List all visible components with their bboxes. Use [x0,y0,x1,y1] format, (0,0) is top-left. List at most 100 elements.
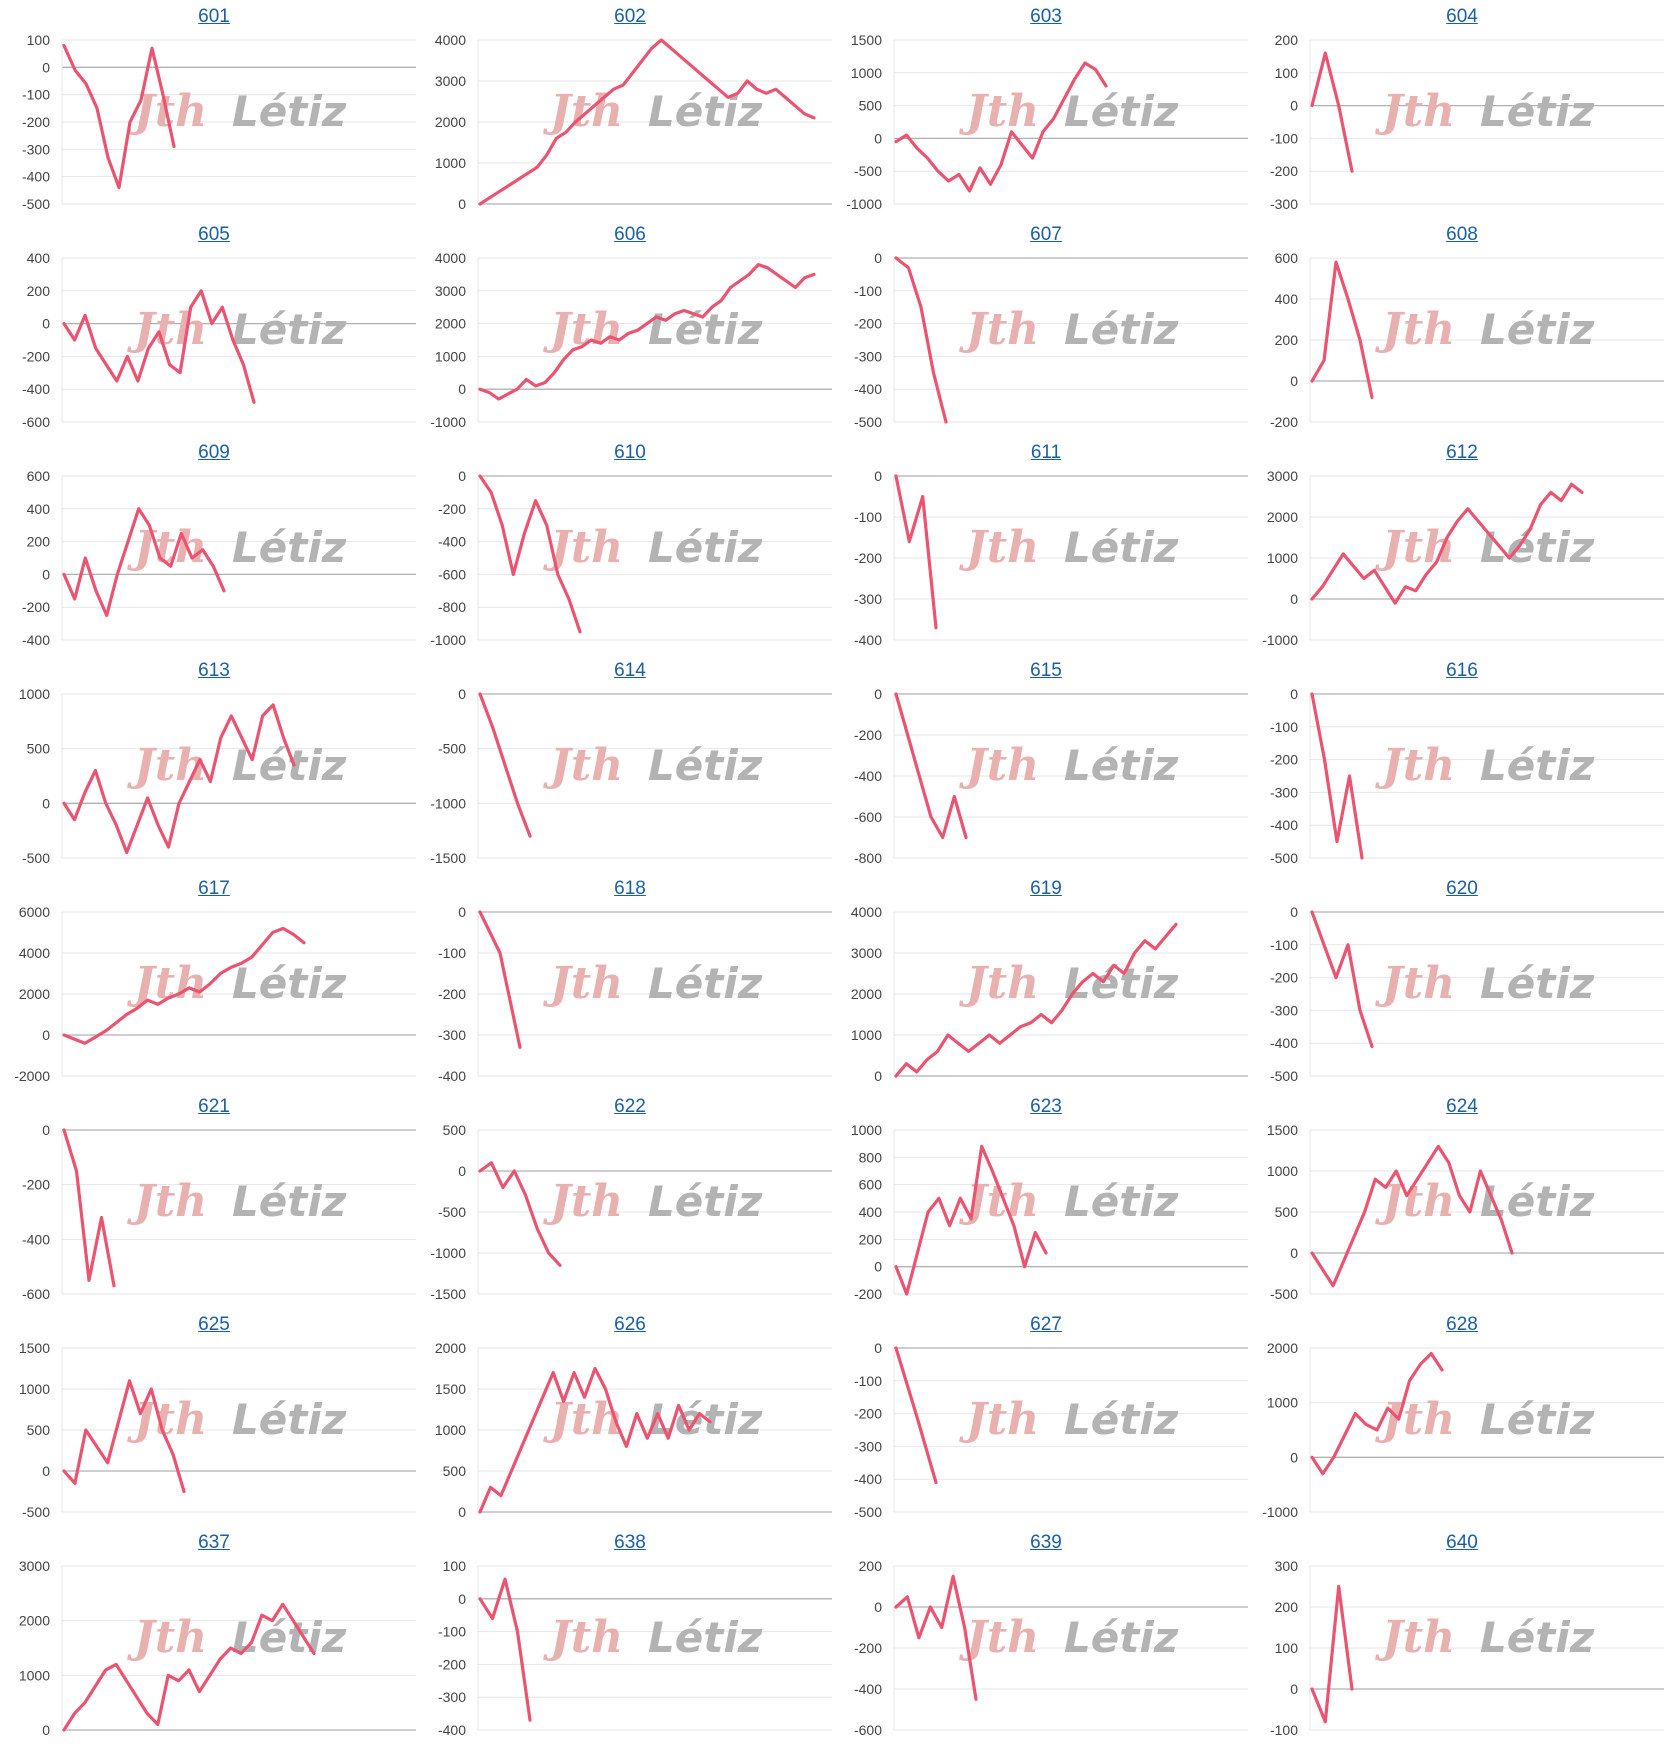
y-tick-label: 3000 [435,73,466,89]
chart-title-link[interactable]: 617 [198,878,230,899]
chart-title-link[interactable]: 615 [1030,660,1062,681]
chart-panel: 637 3000 2000 1000 0 Jth Létiz [6,1528,422,1746]
y-tick-label: -1500 [430,850,466,866]
chart-title-link[interactable]: 605 [198,224,230,245]
y-tick-label: -400 [854,1681,882,1697]
chart-title-link[interactable]: 604 [1446,6,1478,27]
y-tick-label: 0 [42,59,50,75]
series-line [62,926,306,1045]
y-tick-label: -2000 [14,1068,50,1084]
y-tick-label: -600 [22,414,50,430]
chart-title-link[interactable]: 607 [1030,224,1062,245]
chart-svg: 0 -500 -1000 -1500 Jth Létiz [430,686,832,866]
chart-title-link[interactable]: 622 [614,1096,646,1117]
watermark-right: Létiz [232,523,347,572]
series-line [478,910,522,1049]
chart-title-link[interactable]: 602 [614,6,646,27]
watermark-left: Jth [127,1176,207,1227]
series-line [1310,910,1374,1049]
y-tick-label: 0 [874,130,882,146]
y-tick-label: 2000 [435,1340,466,1356]
chart-svg: 0 -200 -400 -600 Jth Létiz [22,1122,416,1302]
watermark-left: Jth [1375,1612,1455,1663]
y-tick-label: 0 [1290,904,1298,920]
watermark-right: Létiz [1480,959,1595,1008]
chart-svg: 2000 1000 0 -1000 Jth Létiz [1262,1340,1664,1520]
chart-title-link[interactable]: 621 [198,1096,230,1117]
chart-svg: 0 -100 -200 -300 -400 -500 Jth Létiz [1270,904,1664,1084]
watermark-right: Létiz [232,1395,347,1444]
chart-title-link[interactable]: 626 [614,1314,646,1335]
chart-title-link[interactable]: 610 [614,442,646,463]
series-line [1310,1351,1444,1476]
series-line [894,922,1178,1078]
chart-title-link[interactable]: 608 [1446,224,1478,245]
y-tick-label: 500 [859,98,883,114]
chart-title-link[interactable]: 638 [614,1532,646,1553]
chart-title-link[interactable]: 606 [614,224,646,245]
series-line [62,43,176,190]
y-tick-label: -1500 [430,1286,466,1302]
y-tick-label: -1000 [1262,632,1298,648]
chart-title-link[interactable]: 627 [1030,1314,1062,1335]
y-tick-label: 200 [27,534,51,550]
chart-title-link[interactable]: 619 [1030,878,1062,899]
chart-title-link[interactable]: 613 [198,660,230,681]
y-tick-label: 200 [859,1558,883,1574]
y-tick-label: 200 [1275,32,1299,48]
watermark-right: Létiz [232,741,347,790]
chart-panel: 638 100 0 -100 -200 -300 -400 Jth Létiz [422,1528,838,1746]
y-tick-label: -200 [854,316,882,332]
chart-title-link[interactable]: 623 [1030,1096,1062,1117]
watermark-right: Létiz [1064,1395,1179,1444]
y-tick-label: 1500 [851,32,882,48]
chart-title-link[interactable]: 625 [198,1314,230,1335]
y-tick-label: -100 [438,1624,466,1640]
chart-title-link[interactable]: 609 [198,442,230,463]
chart-title-link[interactable]: 603 [1030,6,1062,27]
y-tick-label: 100 [1275,1640,1299,1656]
y-tick-label: 500 [27,1422,51,1438]
watermark-left: Jth [543,740,623,791]
chart-title-link[interactable]: 640 [1446,1532,1478,1553]
series-line [478,38,816,206]
chart-title-link[interactable]: 620 [1446,878,1478,899]
y-tick-label: 3000 [1267,468,1298,484]
watermark-right: Létiz [648,87,763,136]
y-tick-label: -100 [1270,1722,1298,1738]
watermark-left: Jth [959,522,1039,573]
chart-title-link[interactable]: 612 [1446,442,1478,463]
y-tick-label: -100 [854,509,882,525]
chart-panel: 602 4000 3000 2000 1000 0 Jth Létiz [422,2,838,220]
y-tick-label: 4000 [851,904,882,920]
y-tick-label: 200 [1275,332,1299,348]
chart-title-link[interactable]: 637 [198,1532,230,1553]
watermark-left: Jth [543,1176,623,1227]
chart-title-link[interactable]: 618 [614,878,646,899]
chart-title-link[interactable]: 611 [1030,442,1062,463]
y-tick-label: 0 [1290,1245,1298,1261]
series-line [894,256,948,424]
chart-title-link[interactable]: 639 [1030,1532,1062,1553]
y-tick-label: 0 [458,686,466,702]
chart-svg: 4000 3000 2000 1000 0 Jth Létiz [435,32,832,212]
chart-title-link[interactable]: 624 [1446,1096,1478,1117]
y-tick-label: 400 [859,1204,883,1220]
y-tick-label: 1500 [435,1381,466,1397]
y-tick-label: 1000 [435,155,466,171]
y-tick-label: -400 [854,381,882,397]
chart-title-link[interactable]: 628 [1446,1314,1478,1335]
chart-title-link[interactable]: 601 [198,6,230,27]
watermark-right: Létiz [648,959,763,1008]
chart-title-link[interactable]: 616 [1446,660,1478,681]
y-tick-label: -200 [1270,970,1298,986]
chart-panel: 606 4000 3000 2000 1000 0 -1000 Jth Létiz [422,220,838,438]
y-tick-label: 500 [27,741,51,757]
chart-title-link[interactable]: 614 [614,660,646,681]
